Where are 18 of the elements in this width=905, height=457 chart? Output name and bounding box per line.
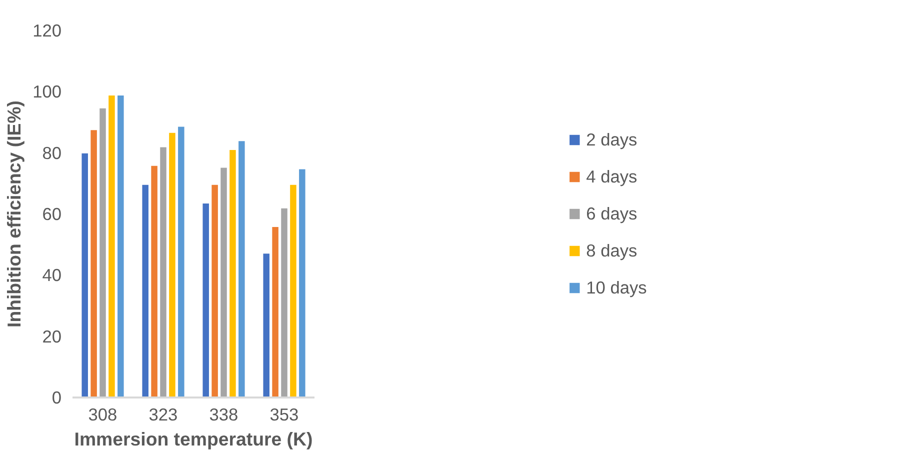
y-tick-label: 80 bbox=[42, 142, 62, 163]
y-tick-label: 60 bbox=[42, 204, 62, 224]
x-axis-title: Immersion temperature (K) bbox=[74, 428, 313, 450]
legend-label: 2 days bbox=[586, 129, 638, 150]
y-tick-label: 20 bbox=[42, 326, 62, 346]
x-tick-label: 323 bbox=[148, 404, 178, 424]
legend-label: 4 days bbox=[586, 166, 638, 187]
y-tick-label: 40 bbox=[42, 265, 62, 286]
y-tick-label: 100 bbox=[32, 82, 62, 102]
legend-label: 10 days bbox=[586, 277, 647, 298]
y-tick-label: 120 bbox=[32, 20, 62, 40]
x-tick-label: 338 bbox=[209, 404, 238, 424]
x-tick-label: 353 bbox=[270, 404, 299, 424]
y-tick-label: 0 bbox=[52, 388, 62, 408]
x-tick-label: 308 bbox=[88, 404, 118, 424]
y-axis-title: Inhibition efficiency (IE%) bbox=[4, 100, 25, 328]
legend-label: 8 days bbox=[586, 240, 638, 261]
legend-label: 6 days bbox=[586, 203, 638, 224]
